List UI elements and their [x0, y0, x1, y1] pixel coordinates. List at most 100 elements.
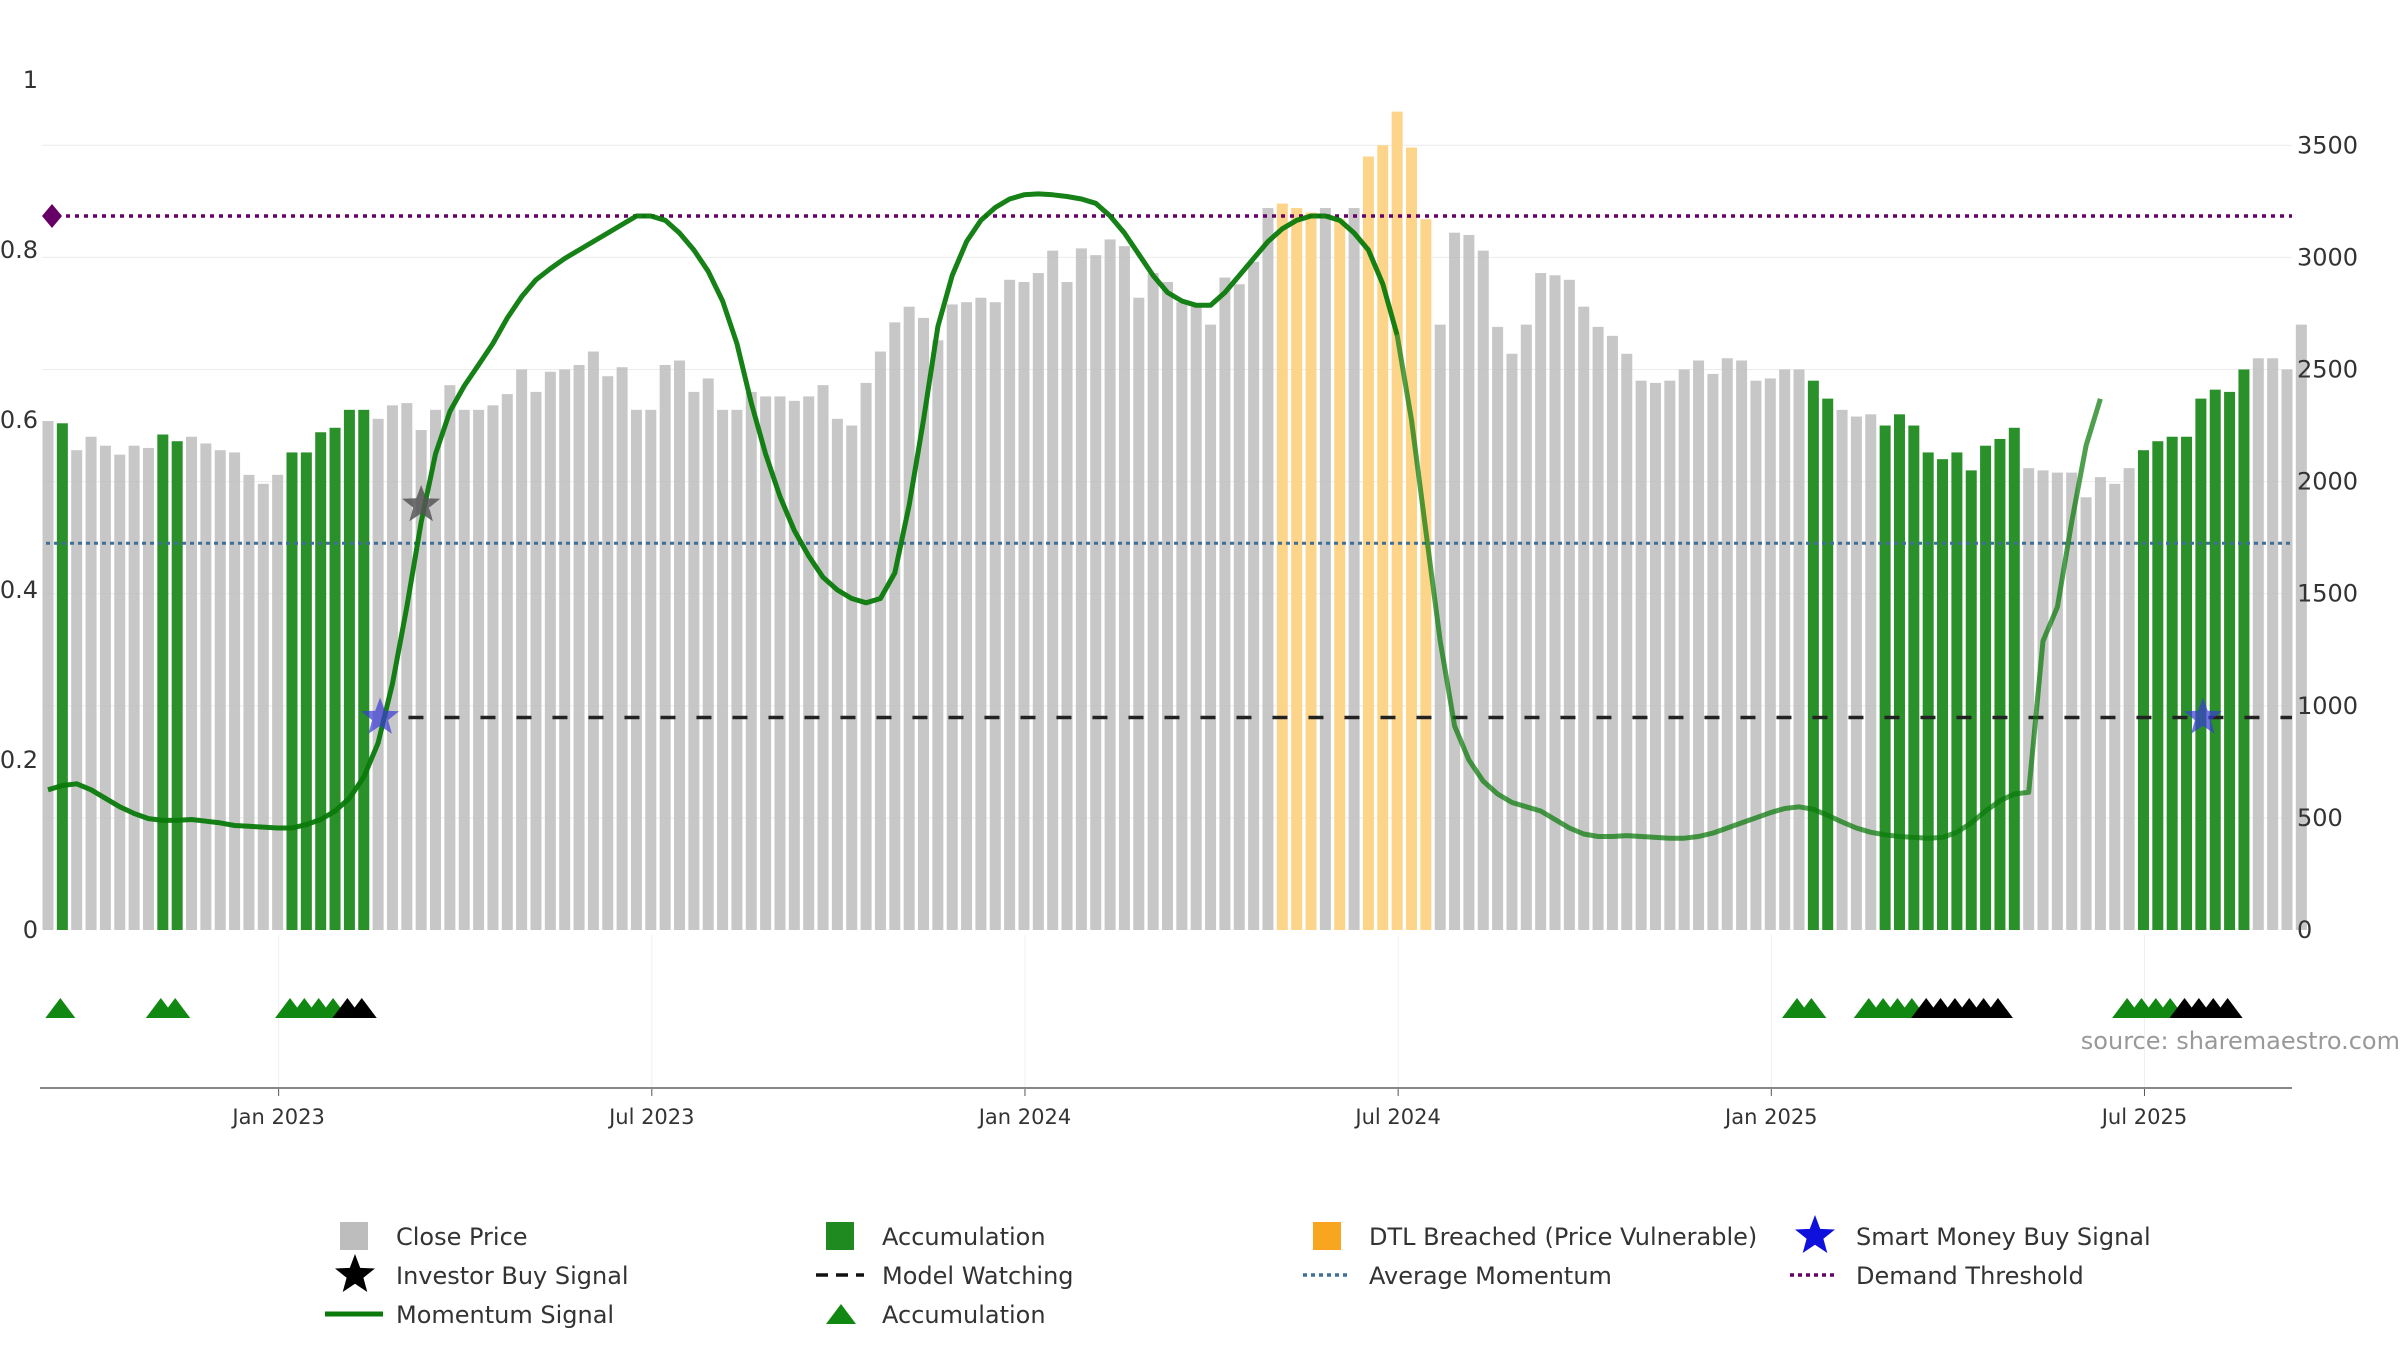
- close-price-bar: [2281, 369, 2293, 930]
- close-price-bar: [2123, 468, 2135, 930]
- reference-lines: [42, 204, 2292, 720]
- close-price-bar: [1664, 380, 1676, 930]
- close-price-bar: [874, 351, 886, 930]
- accumulation-triangles: [45, 998, 2243, 1018]
- right-tick-label: 1000: [2297, 692, 2358, 720]
- close-price-bar: [229, 452, 241, 930]
- close-price-bar: [918, 317, 930, 930]
- close-price-bar: [1721, 358, 1733, 930]
- price-bars: [42, 111, 2307, 931]
- legend-item: Model Watching: [816, 1262, 1074, 1290]
- accumulation-bar: [286, 452, 298, 930]
- legend-star: [1795, 1215, 1835, 1253]
- close-price-bar: [1865, 414, 1877, 930]
- accumulation-bar: [343, 409, 355, 931]
- close-price-bar: [975, 297, 987, 930]
- close-price-bar: [1506, 353, 1518, 931]
- legend: Close Price Accumulation DTL Breached (Pri…: [325, 1215, 2151, 1329]
- close-price-bar: [1578, 306, 1590, 931]
- left-tick-label: 0: [23, 916, 38, 944]
- close-price-bar: [774, 396, 786, 931]
- accumulation-triangle: [2212, 998, 2243, 1018]
- close-price-bar: [257, 483, 269, 930]
- close-price-bar: [731, 409, 743, 931]
- right-tick-label: 2000: [2297, 468, 2358, 496]
- close-price-bar: [2023, 468, 2035, 930]
- close-price-bar: [2252, 358, 2264, 930]
- accumulation-triangle: [160, 998, 191, 1018]
- close-price-bar: [214, 450, 226, 930]
- close-price-bar: [1205, 324, 1217, 930]
- close-price-bar: [114, 454, 126, 930]
- close-price-bar: [516, 369, 528, 930]
- legend-triangle: [826, 1304, 856, 1324]
- legend-label: Demand Threshold: [1856, 1262, 2084, 1290]
- accumulation-bar: [2238, 369, 2250, 930]
- x-tick-label: Jan 2024: [977, 1105, 1072, 1129]
- accumulation-bar: [1951, 452, 1963, 930]
- dtl-bar: [1305, 212, 1317, 931]
- close-price-bar: [1549, 275, 1561, 930]
- close-price-bar: [1535, 273, 1547, 930]
- accumulation-bar: [2008, 427, 2020, 930]
- close-price-bar: [989, 302, 1001, 930]
- close-price-bar: [674, 360, 686, 930]
- close-price-bar: [1764, 378, 1776, 930]
- accumulation-bar: [1822, 398, 1834, 930]
- close-price-bar: [602, 376, 614, 930]
- left-tick-label: 0.4: [0, 576, 38, 604]
- close-price-bar: [946, 304, 958, 930]
- accumulation-bar: [315, 432, 327, 930]
- close-price-bar: [128, 445, 140, 930]
- close-price-bar: [717, 409, 729, 931]
- right-tick-label: 2500: [2297, 355, 2358, 383]
- close-price-bar: [71, 450, 83, 930]
- close-price-bar: [1162, 282, 1173, 930]
- x-tick-label: Jul 2024: [1353, 1105, 1440, 1129]
- legend-swatch: [826, 1222, 854, 1250]
- smart-money-buy-signal-star: [361, 697, 400, 734]
- close-price-bar: [831, 418, 843, 930]
- close-price-bar: [889, 322, 901, 930]
- close-price-bar: [1090, 255, 1102, 930]
- close-price-bar: [1004, 279, 1016, 931]
- close-price-bar: [688, 391, 700, 930]
- close-price-bar: [630, 409, 642, 931]
- close-price-bar: [444, 385, 456, 930]
- close-price-bar: [1047, 250, 1059, 931]
- dtl-bar: [1291, 208, 1303, 930]
- close-price-bar: [1032, 273, 1044, 930]
- source-label: source: sharemaestro.com: [2081, 1027, 2400, 1055]
- close-price-bar: [817, 385, 829, 930]
- legend-item: Average Momentum: [1303, 1262, 1612, 1290]
- close-price-bar: [559, 369, 571, 930]
- accumulation-bar: [1922, 452, 1934, 930]
- legend-label: DTL Breached (Price Vulnerable): [1369, 1223, 1757, 1251]
- close-price-bar: [2094, 477, 2106, 930]
- close-price-bar: [1678, 369, 1690, 930]
- close-price-bar: [85, 436, 97, 930]
- close-price-bar: [903, 306, 915, 931]
- close-price-bar: [142, 447, 154, 930]
- accumulation-bar: [1965, 470, 1977, 930]
- legend-label: Accumulation: [882, 1301, 1046, 1329]
- dtl-bar: [1420, 219, 1432, 930]
- left-tick-label: 0.8: [0, 236, 38, 264]
- close-price-bar: [645, 409, 657, 931]
- close-price-bar: [1018, 282, 1030, 930]
- close-price-bar: [573, 364, 585, 930]
- accumulation-bar: [157, 434, 169, 930]
- close-price-bar: [2037, 470, 2049, 930]
- accumulation-bar: [2137, 450, 2149, 930]
- right-tick-label: 0: [2297, 916, 2312, 944]
- legend-item: Investor Buy Signal: [335, 1254, 629, 1292]
- close-price-bar: [2109, 483, 2121, 930]
- close-price-bar: [1061, 282, 1073, 930]
- legend-item: Demand Threshold: [1790, 1262, 2084, 1290]
- left-tick-label: 0.6: [0, 406, 38, 434]
- accumulation-bar: [2224, 391, 2236, 930]
- accumulation-bar: [2209, 389, 2221, 931]
- legend-label: Investor Buy Signal: [396, 1262, 629, 1290]
- x-tick-label: Jul 2023: [607, 1105, 694, 1129]
- close-price-bar: [2066, 472, 2078, 930]
